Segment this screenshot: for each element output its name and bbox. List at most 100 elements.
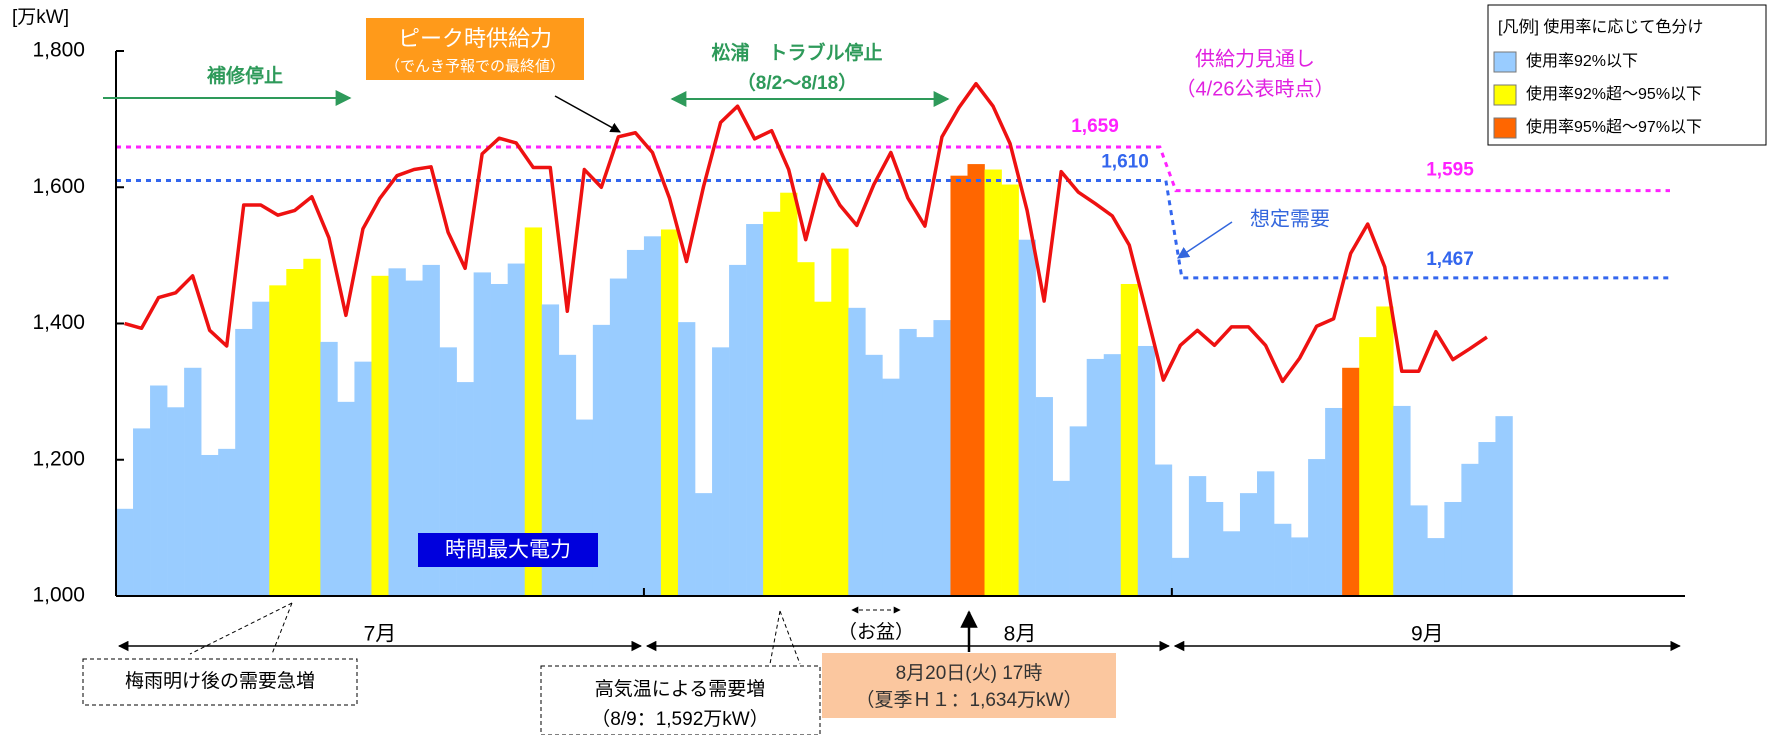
bar: [643, 236, 662, 597]
annotation: （8/9：1,592万kW）: [591, 708, 768, 730]
bar: [1257, 471, 1275, 596]
bar: [541, 304, 560, 596]
annotation: （夏季Ｈ１：1,634万kW）: [856, 689, 1083, 711]
bar: [1291, 537, 1309, 596]
annotation-box: [418, 533, 598, 567]
bar: [218, 448, 236, 596]
bar: [1410, 505, 1428, 596]
bar: [371, 275, 389, 596]
bar: [524, 227, 543, 596]
bar: [1342, 367, 1360, 596]
bar: [235, 328, 253, 596]
bar: [1222, 531, 1241, 596]
bar: [473, 272, 491, 596]
annotation: 松浦 トラブル停止: [711, 41, 882, 64]
bar: [1001, 184, 1019, 596]
value-label: 1,659: [1071, 116, 1119, 137]
annotation: 高気温による需要増: [595, 678, 765, 700]
arrow: [1177, 221, 1233, 259]
annotation-box: [540, 665, 821, 735]
line: [124, 81, 1488, 384]
month-label: 7月: [364, 623, 397, 646]
bar: [1171, 557, 1190, 596]
annotation: 時間最大電力: [445, 539, 571, 562]
bar: [933, 320, 951, 596]
bar: [1137, 345, 1156, 596]
value-label: 1,467: [1426, 249, 1474, 270]
annotation-box: [822, 653, 1116, 718]
legend-box: [1487, 4, 1767, 146]
month-label: 8月: [1004, 623, 1037, 646]
annotation: 梅雨明け後の需要急増: [125, 670, 315, 692]
bar: [1188, 476, 1207, 596]
bar: [1274, 523, 1292, 596]
bar: [831, 248, 849, 596]
reference-line: [116, 178, 1670, 280]
bar: [592, 324, 611, 596]
bar: [1325, 407, 1343, 596]
bar: [337, 401, 355, 596]
bar: [1154, 464, 1173, 596]
legend-label: 使用率92%以下: [1526, 52, 1638, 70]
bar: [797, 262, 815, 596]
bar: [1052, 480, 1070, 596]
annotation: 補修停止: [206, 64, 283, 87]
bar: [388, 268, 406, 596]
bar: [150, 385, 168, 596]
annotation: 8月20日(火) 17時: [896, 662, 1043, 684]
bar: [1018, 239, 1036, 597]
month-label: 9月: [1411, 623, 1444, 646]
leader: [769, 610, 801, 665]
bar: [167, 407, 185, 596]
legend-label: 使用率95%超～97%以下: [1526, 118, 1702, 136]
y-axis-label: [万kW]: [12, 7, 69, 28]
bar: [1308, 459, 1326, 596]
bar: [303, 258, 321, 596]
bar: [1359, 337, 1377, 596]
bar: [660, 229, 679, 597]
bar: [286, 269, 304, 596]
bar: [1120, 283, 1139, 596]
bar: [133, 428, 151, 596]
bar: [320, 341, 338, 596]
legend-swatch: [1493, 51, 1517, 73]
bar: [252, 301, 270, 596]
annotation: （8/2～8/18）: [737, 71, 857, 94]
annotation: （でんき予報での最終値）: [385, 58, 565, 75]
legend-title: [凡例] 使用率に応じて色分け: [1498, 18, 1703, 36]
bar: [405, 280, 423, 596]
bar: [780, 192, 798, 596]
plot: 1,000 1,200 1,400 1,600 1,800 1,659 1,595 1,610…: [32, 4, 1767, 652]
bar: [1376, 306, 1394, 596]
legend: [凡例] 使用率に応じて色分け使用率92%以下使用率92%超～95%以下使用率9…: [1487, 4, 1767, 146]
annotation: 供給力見通し: [1195, 47, 1315, 70]
bar: [746, 224, 764, 596]
arrow: [554, 95, 621, 133]
annotation-box: [82, 658, 358, 706]
bar: [950, 175, 968, 596]
bar: [916, 337, 934, 596]
bar: [1239, 493, 1258, 596]
bar: [422, 264, 440, 596]
bar: [575, 419, 594, 596]
reference-line: [116, 145, 1670, 193]
annotation: （4/26公表時点）: [1176, 77, 1335, 100]
bar: [1444, 501, 1462, 596]
bar: [865, 354, 883, 596]
bar: [967, 164, 985, 596]
bar: [354, 361, 372, 596]
bar: [201, 454, 219, 596]
bar: [609, 278, 628, 596]
legend-label: 使用率92%超～95%以下: [1526, 85, 1702, 103]
bar: [1205, 501, 1224, 596]
bar: [507, 263, 526, 596]
bar: [1035, 397, 1053, 596]
bar: [882, 378, 900, 596]
bar: [1495, 416, 1513, 596]
bar: [763, 211, 781, 596]
y-tick-label: 1,600: [32, 175, 85, 198]
bar: [1086, 358, 1105, 596]
bar: [712, 347, 730, 596]
bar: [269, 285, 287, 596]
bar: [1103, 354, 1122, 596]
